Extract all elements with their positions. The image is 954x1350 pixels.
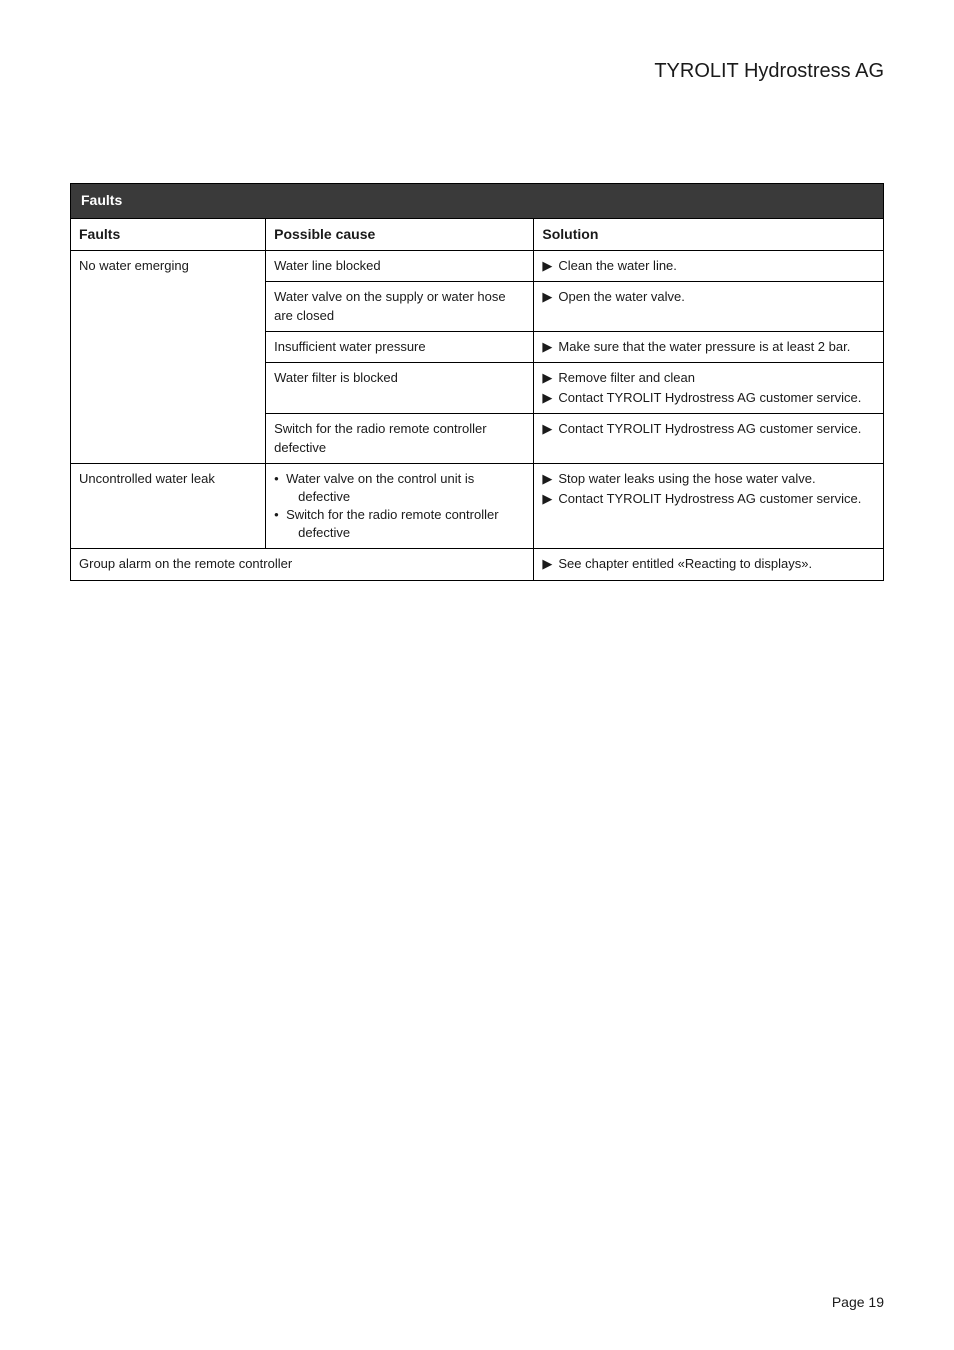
cause-cell: Water line blocked <box>266 251 534 282</box>
solution-text: Open the water valve. <box>558 288 684 306</box>
cause-bullet-list: Water valve on the control unit is defec… <box>274 470 525 543</box>
page: TYROLIT Hydrostress AG Faults Faults Pos… <box>0 0 954 1350</box>
faults-table: Faults Faults Possible cause Solution No… <box>70 183 884 581</box>
cause-cell: Water valve on the control unit is defec… <box>266 463 534 549</box>
cause-line: defective <box>274 440 326 455</box>
solution-text: See chapter entitled «Reacting to displa… <box>558 555 812 573</box>
col-header-solution: Solution <box>534 218 884 251</box>
arrow-icon: ▶ <box>542 369 552 387</box>
arrow-icon: ▶ <box>542 490 552 508</box>
solution-line: ▶ Contact TYROLIT Hydrostress AG custome… <box>542 490 875 508</box>
solution-text: Make sure that the water pressure is at … <box>558 338 850 356</box>
page-number: Page 19 <box>832 1294 884 1310</box>
arrow-icon: ▶ <box>542 470 552 488</box>
solution-text: Stop water leaks using the hose water va… <box>558 470 815 488</box>
cause-cell: Water filter is blocked <box>266 362 534 413</box>
brand-heading: TYROLIT Hydrostress AG <box>70 60 884 83</box>
cause-line: Water valve on the supply or water hose <box>274 289 505 304</box>
solution-text: Contact TYROLIT Hydrostress AG customer … <box>558 389 861 407</box>
solution-text: Contact TYROLIT Hydrostress AG customer … <box>558 420 861 438</box>
cause-bullet: Water valve on the control unit is defec… <box>274 470 525 506</box>
table-row: No water emerging Water line blocked ▶ C… <box>71 251 884 282</box>
solution-line: ▶ Clean the water line. <box>542 257 875 275</box>
solution-line: ▶ Make sure that the water pressure is a… <box>542 338 875 356</box>
arrow-icon: ▶ <box>542 257 552 275</box>
solution-line: ▶ Stop water leaks using the hose water … <box>542 470 875 488</box>
arrow-icon: ▶ <box>542 420 552 438</box>
cause-line: defective <box>286 524 525 542</box>
arrow-icon: ▶ <box>542 555 552 573</box>
solution-text: Remove filter and clean <box>558 369 695 387</box>
solution-text: Contact TYROLIT Hydrostress AG customer … <box>558 490 861 508</box>
col-header-faults: Faults <box>71 218 266 251</box>
table-row: Group alarm on the remote controller ▶ S… <box>71 549 884 580</box>
cause-cell: Insufficient water pressure <box>266 331 534 362</box>
solution-cell: ▶ Contact TYROLIT Hydrostress AG custome… <box>534 414 884 463</box>
table-title: Faults <box>71 184 884 219</box>
cause-line: defective <box>286 488 525 506</box>
solution-cell: ▶ Remove filter and clean ▶ Contact TYRO… <box>534 362 884 413</box>
solution-cell: ▶ Open the water valve. <box>534 282 884 331</box>
solution-line: ▶ See chapter entitled «Reacting to disp… <box>542 555 875 573</box>
cause-cell: Switch for the radio remote controller d… <box>266 414 534 463</box>
table-row: Uncontrolled water leak Water valve on t… <box>71 463 884 549</box>
solution-cell: ▶ Clean the water line. <box>534 251 884 282</box>
arrow-icon: ▶ <box>542 389 552 407</box>
cause-bullet: Switch for the radio remote controller d… <box>274 506 525 542</box>
fault-cell: Uncontrolled water leak <box>71 463 266 549</box>
cause-line: Water valve on the control unit is <box>286 471 474 486</box>
cause-line: are closed <box>274 308 334 323</box>
table-header-row: Faults Possible cause Solution <box>71 218 884 251</box>
fault-cell: No water emerging <box>71 251 266 464</box>
cause-cell: Water valve on the supply or water hose … <box>266 282 534 331</box>
fault-cell-wide: Group alarm on the remote controller <box>71 549 534 580</box>
solution-line: ▶ Remove filter and clean <box>542 369 875 387</box>
solution-text: Clean the water line. <box>558 257 677 275</box>
table-title-row: Faults <box>71 184 884 219</box>
cause-line: Switch for the radio remote controller <box>274 421 486 436</box>
solution-line: ▶ Contact TYROLIT Hydrostress AG custome… <box>542 389 875 407</box>
solution-cell: ▶ Make sure that the water pressure is a… <box>534 331 884 362</box>
solution-line: ▶ Open the water valve. <box>542 288 875 306</box>
solution-cell: ▶ See chapter entitled «Reacting to disp… <box>534 549 884 580</box>
arrow-icon: ▶ <box>542 338 552 356</box>
cause-line: Switch for the radio remote controller <box>286 507 498 522</box>
col-header-cause: Possible cause <box>266 218 534 251</box>
arrow-icon: ▶ <box>542 288 552 306</box>
solution-cell: ▶ Stop water leaks using the hose water … <box>534 463 884 549</box>
solution-line: ▶ Contact TYROLIT Hydrostress AG custome… <box>542 420 875 438</box>
